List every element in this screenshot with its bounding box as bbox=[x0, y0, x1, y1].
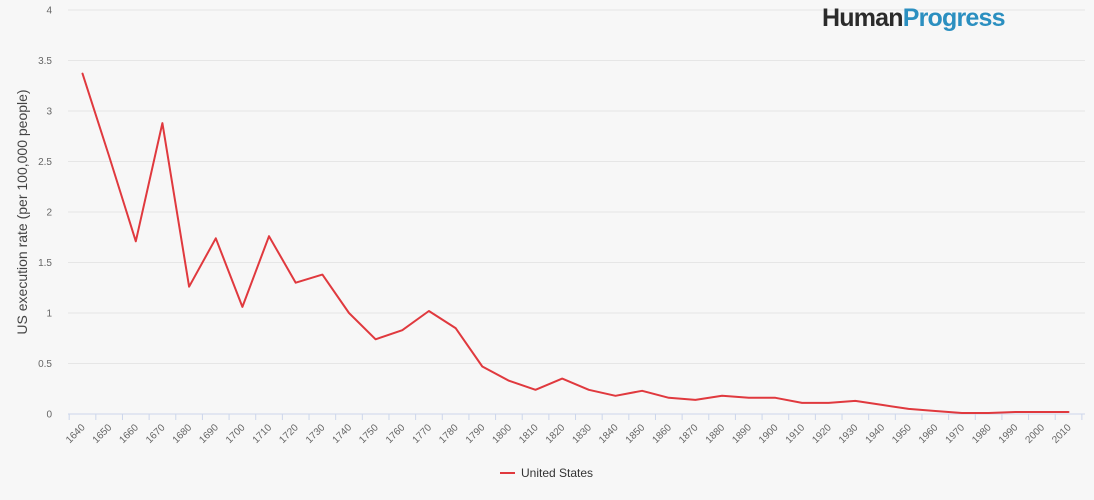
x-tick-label-1740: 1740 bbox=[331, 422, 355, 446]
y-tick-label-7: 3.5 bbox=[38, 56, 52, 67]
line-chart: 0 0.5 1 1.5 2 2.5 3 3.5 4 1640 1650 1660 1670 1680 16… bbox=[14, 6, 1085, 446]
x-tick-label-1650: 1650 bbox=[91, 422, 115, 446]
x-tick-label-1940: 1940 bbox=[864, 422, 888, 446]
y-tick-label-3: 1.5 bbox=[38, 258, 52, 269]
x-tick-label-1860: 1860 bbox=[650, 422, 674, 446]
y-tick-label-1: 0.5 bbox=[38, 359, 52, 370]
y-tick-label-8: 4 bbox=[46, 6, 52, 17]
x-tick-label-1720: 1720 bbox=[277, 422, 301, 446]
x-tick-label-1670: 1670 bbox=[144, 422, 168, 446]
y-tick-label-0: 0 bbox=[46, 410, 52, 421]
y-tick-label-2: 1 bbox=[46, 309, 52, 320]
x-axis-ticks: 1640 1650 1660 1670 1680 1690 1700 1710 1720 1730… bbox=[64, 414, 1083, 446]
y-tick-label-4: 2 bbox=[46, 208, 52, 219]
x-tick-label-1850: 1850 bbox=[624, 422, 648, 446]
y-tick-label-5: 2.5 bbox=[38, 157, 52, 168]
y-axis-ticks: 0 0.5 1 1.5 2 2.5 3 3.5 4 bbox=[38, 6, 52, 421]
grid-lines bbox=[68, 9, 1085, 364]
x-tick-label-1870: 1870 bbox=[677, 422, 701, 446]
x-tick-label-1830: 1830 bbox=[570, 422, 594, 446]
logo-part-human: Human bbox=[822, 4, 904, 32]
x-tick-label-1950: 1950 bbox=[890, 422, 914, 446]
x-tick-label-1760: 1760 bbox=[384, 422, 408, 446]
legend-swatch-united-states bbox=[500, 472, 515, 474]
x-tick-label-1840: 1840 bbox=[597, 422, 621, 446]
x-tick-label-1820: 1820 bbox=[544, 422, 568, 446]
x-tick-label-1810: 1810 bbox=[517, 422, 541, 446]
x-tick-label-1730: 1730 bbox=[304, 422, 328, 446]
x-tick-label-1880: 1880 bbox=[704, 422, 728, 446]
legend[interactable]: United States bbox=[500, 466, 593, 480]
x-tick-label-1660: 1660 bbox=[117, 422, 141, 446]
humanprogress-logo: HumanProgress bbox=[822, 4, 1006, 33]
series-line-0 bbox=[81, 72, 1070, 414]
x-tick-label-1700: 1700 bbox=[224, 422, 248, 446]
x-tick-label-1750: 1750 bbox=[357, 422, 381, 446]
x-tick-label-1790: 1790 bbox=[464, 422, 488, 446]
x-tick-label-1690: 1690 bbox=[197, 422, 221, 446]
y-tick-label-6: 3 bbox=[46, 107, 52, 118]
x-tick-label-1900: 1900 bbox=[757, 422, 781, 446]
logo-part-progress: Progress bbox=[902, 4, 1006, 32]
series-layer bbox=[81, 72, 1070, 414]
x-tick-label-2000: 2000 bbox=[1024, 422, 1048, 446]
x-tick-label-1990: 1990 bbox=[997, 422, 1021, 446]
x-tick-label-1920: 1920 bbox=[810, 422, 834, 446]
x-tick-label-2010: 2010 bbox=[1050, 422, 1074, 446]
x-tick-label-1770: 1770 bbox=[411, 422, 435, 446]
x-tick-label-1680: 1680 bbox=[171, 422, 195, 446]
x-tick-label-1980: 1980 bbox=[970, 422, 994, 446]
x-tick-label-1890: 1890 bbox=[730, 422, 754, 446]
x-tick-label-1640: 1640 bbox=[64, 422, 88, 446]
y-axis-title: US execution rate (per 100,000 people) bbox=[14, 89, 30, 334]
x-tick-label-1910: 1910 bbox=[784, 422, 808, 446]
x-tick-label-1800: 1800 bbox=[491, 422, 515, 446]
x-tick-label-1930: 1930 bbox=[837, 422, 861, 446]
x-tick-label-1780: 1780 bbox=[437, 422, 461, 446]
x-tick-label-1970: 1970 bbox=[944, 422, 968, 446]
x-tick-label-1960: 1960 bbox=[917, 422, 941, 446]
x-tick-label-1710: 1710 bbox=[251, 422, 275, 446]
legend-label-united-states[interactable]: United States bbox=[521, 466, 594, 480]
